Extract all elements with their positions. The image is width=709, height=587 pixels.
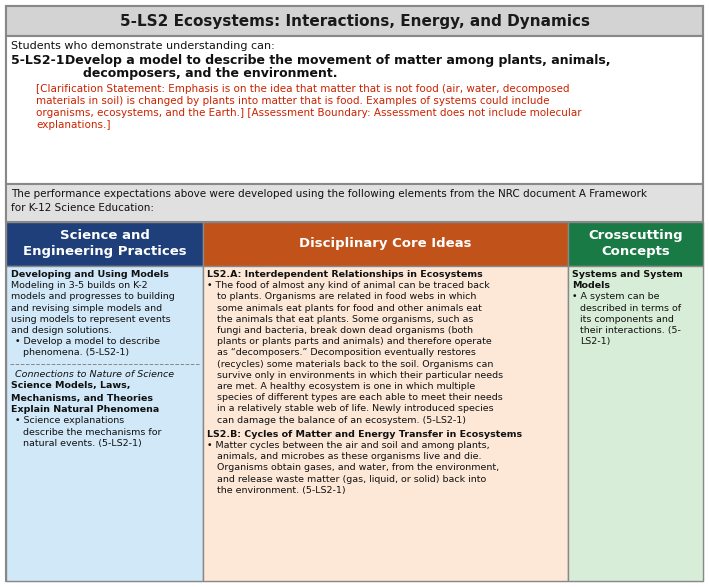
Text: (recycles) some materials back to the soil. Organisms can: (recycles) some materials back to the so… [217,360,493,369]
Text: materials in soil) is changed by plants into matter that is food. Examples of sy: materials in soil) is changed by plants … [36,96,549,106]
Text: Connections to Nature of Science: Connections to Nature of Science [15,370,174,379]
Text: Develop a model to describe the movement of matter among plants, animals,: Develop a model to describe the movement… [65,54,610,67]
Text: explanations.]: explanations.] [36,120,111,130]
Text: LS2.B: Cycles of Matter and Energy Transfer in Ecosystems: LS2.B: Cycles of Matter and Energy Trans… [207,430,522,439]
Text: the animals that eat plants. Some organisms, such as: the animals that eat plants. Some organi… [217,315,474,324]
Bar [568,222,703,266]
Text: using models to represent events: using models to represent events [11,315,171,324]
Text: are met. A healthy ecosystem is one in which multiple: are met. A healthy ecosystem is one in w… [217,382,475,391]
Bar [6,222,203,266]
Text: Engineering Practices: Engineering Practices [23,245,186,258]
Bar [568,266,703,581]
Text: • The food of almost any kind of animal can be traced back: • The food of almost any kind of animal … [207,281,490,290]
Text: • Science explanations: • Science explanations [15,416,124,426]
Text: Science and: Science and [60,229,150,242]
Text: Systems and System: Systems and System [572,270,683,279]
Text: 5-LS2 Ecosystems: Interactions, Energy, and Dynamics: 5-LS2 Ecosystems: Interactions, Energy, … [120,14,589,29]
Text: • Develop a model to describe: • Develop a model to describe [15,337,160,346]
Bar [6,184,703,222]
Text: and revising simple models and: and revising simple models and [11,303,162,313]
Text: species of different types are each able to meet their needs: species of different types are each able… [217,393,503,402]
Text: natural events. (5-LS2-1): natural events. (5-LS2-1) [23,439,142,448]
Text: fungi and bacteria, break down dead organisms (both: fungi and bacteria, break down dead orga… [217,326,473,335]
Text: Concepts: Concepts [601,245,670,258]
Text: the environment. (5-LS2-1): the environment. (5-LS2-1) [217,486,345,495]
Text: Students who demonstrate understanding can:: Students who demonstrate understanding c… [11,41,275,51]
Text: The performance expectations above were developed using the following elements f: The performance expectations above were … [11,189,647,199]
Text: its components and: its components and [580,315,674,324]
Text: their interactions. (5-: their interactions. (5- [580,326,681,335]
Text: 5-LS2-1.: 5-LS2-1. [11,54,69,67]
Text: described in terms of: described in terms of [580,303,681,313]
Text: for K-12 Science Education:: for K-12 Science Education: [11,203,154,213]
Text: describe the mechanisms for: describe the mechanisms for [23,427,162,437]
Text: decomposers, and the environment.: decomposers, and the environment. [83,67,337,80]
Text: in a relatively stable web of life. Newly introduced species: in a relatively stable web of life. Newl… [217,404,493,413]
Text: • Matter cycles between the air and soil and among plants,: • Matter cycles between the air and soil… [207,441,490,450]
Text: to plants. Organisms are related in food webs in which: to plants. Organisms are related in food… [217,292,476,301]
Text: some animals eat plants for food and other animals eat: some animals eat plants for food and oth… [217,303,482,313]
Bar [6,6,703,36]
Text: and release waste matter (gas, liquid, or solid) back into: and release waste matter (gas, liquid, o… [217,475,486,484]
Text: Crosscutting: Crosscutting [588,229,683,242]
Text: Modeling in 3-5 builds on K-2: Modeling in 3-5 builds on K-2 [11,281,147,290]
Text: phenomena. (5-LS2-1): phenomena. (5-LS2-1) [23,349,129,357]
Text: plants or plants parts and animals) and therefore operate: plants or plants parts and animals) and … [217,337,492,346]
Text: animals, and microbes as these organisms live and die.: animals, and microbes as these organisms… [217,452,481,461]
Bar [6,36,703,184]
Text: • A system can be: • A system can be [572,292,659,301]
Text: Explain Natural Phenomena: Explain Natural Phenomena [11,405,160,414]
Text: Developing and Using Models: Developing and Using Models [11,270,169,279]
Text: Organisms obtain gases, and water, from the environment,: Organisms obtain gases, and water, from … [217,463,499,473]
Text: LS2-1): LS2-1) [580,337,610,346]
Text: as “decomposers.” Decomposition eventually restores: as “decomposers.” Decomposition eventual… [217,349,476,357]
Bar [203,222,568,266]
Text: Disciplinary Core Ideas: Disciplinary Core Ideas [299,237,471,250]
Text: models and progresses to building: models and progresses to building [11,292,174,301]
Text: and design solutions.: and design solutions. [11,326,112,335]
Text: LS2.A: Interdependent Relationships in Ecosystems: LS2.A: Interdependent Relationships in E… [207,270,483,279]
Bar [6,266,203,581]
Text: survive only in environments in which their particular needs: survive only in environments in which th… [217,371,503,380]
Bar [203,266,568,581]
Text: Models: Models [572,281,610,290]
Text: organisms, ecosystems, and the Earth.] [Assessment Boundary: Assessment does not: organisms, ecosystems, and the Earth.] [… [36,108,581,118]
Text: Mechanisms, and Theories: Mechanisms, and Theories [11,394,153,403]
Text: can damage the balance of an ecosystem. (5-LS2-1): can damage the balance of an ecosystem. … [217,416,466,424]
Text: [Clarification Statement: Emphasis is on the idea that matter that is not food (: [Clarification Statement: Emphasis is on… [36,84,569,94]
Text: Science Models, Laws,: Science Models, Laws, [11,381,130,390]
